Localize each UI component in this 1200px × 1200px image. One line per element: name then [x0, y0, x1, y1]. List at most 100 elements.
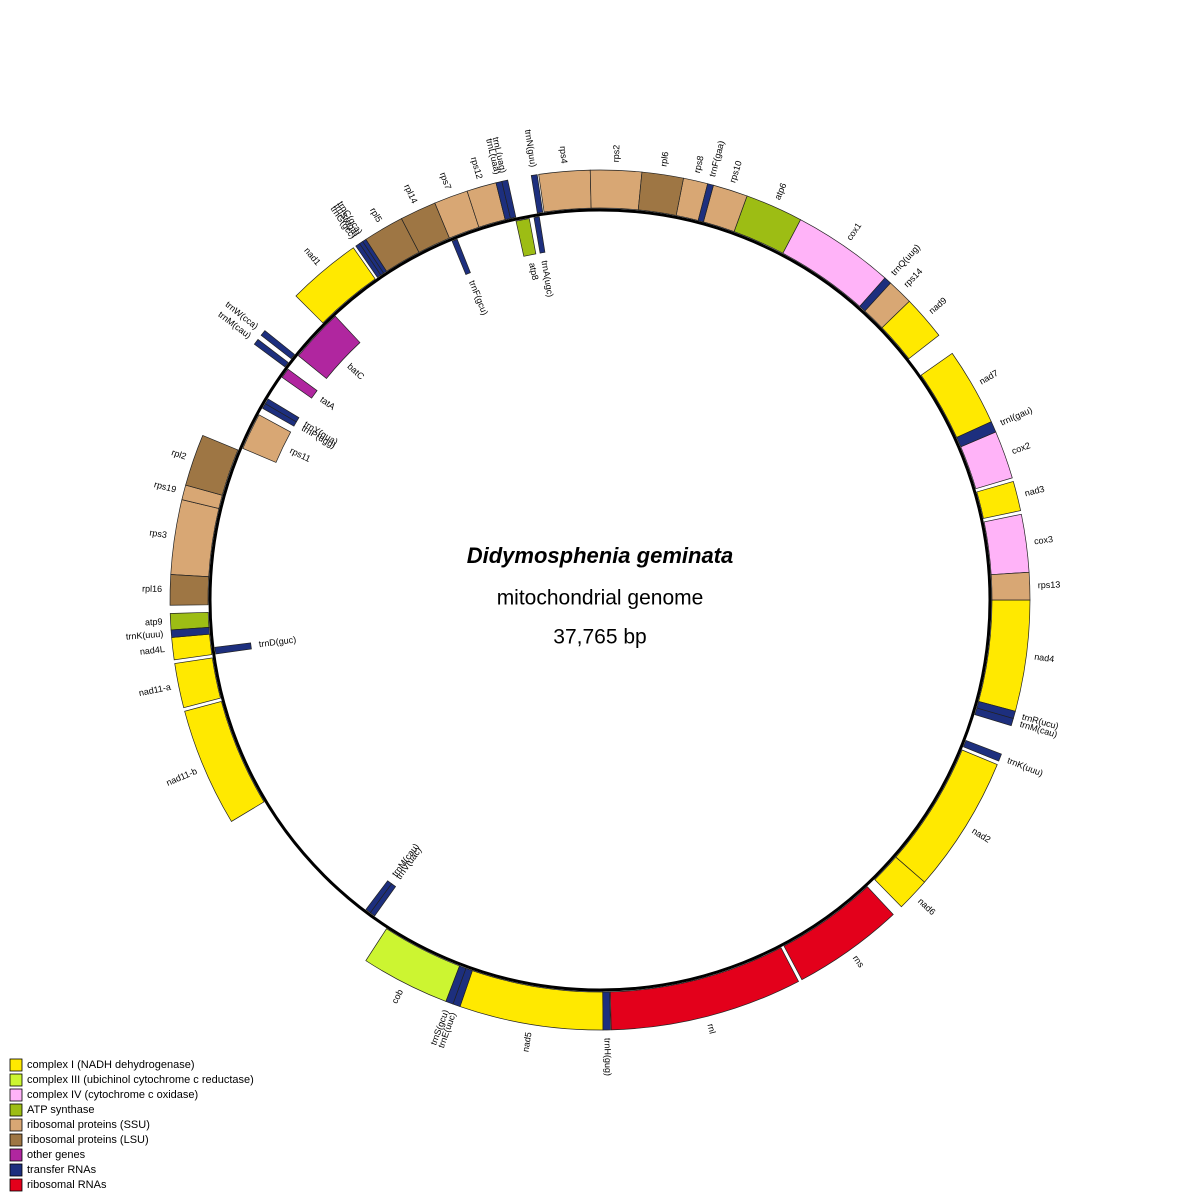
gene-label: rnl: [705, 1023, 717, 1035]
gene-label: trnH(gug): [603, 1038, 614, 1076]
gene-label: nad7: [977, 368, 999, 387]
gene-label: nad3: [1024, 484, 1046, 499]
gene-label: trnF(gaa): [707, 140, 726, 178]
gene-block: [214, 642, 252, 655]
gene-label: nad5: [520, 1031, 533, 1052]
legend-swatch: [9, 1163, 23, 1177]
gene-block: [530, 174, 544, 214]
gene-block: [365, 880, 393, 914]
legend-label: ribosomal proteins (LSU): [27, 1134, 149, 1146]
gene-block: [281, 368, 318, 399]
gene-label: rpl16: [142, 584, 162, 594]
gene-block: [538, 169, 592, 213]
legend-swatch: [9, 1058, 23, 1072]
legend-label: other genes: [27, 1149, 86, 1161]
gene-block: [733, 195, 802, 254]
gene-block: [956, 421, 997, 448]
legend-swatch: [9, 1118, 23, 1132]
gene-block: [170, 626, 210, 638]
gene-block: [963, 740, 1002, 762]
legend-swatch: [9, 1088, 23, 1102]
gene-block: [960, 431, 1013, 490]
legend-label: complex I (NADH dehydrogenase): [27, 1059, 195, 1071]
legend-label: transfer RNAs: [27, 1164, 97, 1176]
subtitle: mitochondrial genome: [497, 587, 704, 610]
gene-label: trnN(guu): [523, 129, 539, 168]
gene-label: atp6: [772, 181, 788, 201]
gene-block: [983, 513, 1030, 576]
gene-label: nad11-b: [165, 766, 199, 788]
gene-block: [881, 300, 940, 360]
gene-label: rps14: [902, 266, 925, 289]
gene-label: trnI(gau): [999, 405, 1034, 428]
gene-block: [184, 701, 265, 822]
gene-label: rpl5: [368, 206, 384, 224]
gene-block: [501, 179, 517, 219]
gene-block: [400, 202, 450, 253]
legend-swatch: [9, 1148, 23, 1162]
gene-label: nad2: [970, 826, 992, 845]
gene-block: [703, 184, 748, 233]
gene-label: rns: [851, 953, 867, 969]
gene-block: [295, 247, 376, 324]
gene-label: tatA: [318, 394, 337, 411]
gene-label: trnA(ugc): [539, 260, 555, 298]
gene-label: rps10: [727, 159, 743, 183]
gene-label: nad11-a: [138, 682, 172, 698]
legend-swatch: [9, 1103, 23, 1117]
gene-block: [260, 330, 295, 360]
gene-label: rps4: [558, 146, 569, 164]
gene-label: rpl6: [658, 151, 670, 167]
gene-block: [637, 171, 684, 216]
gene-block: [589, 169, 643, 211]
gene-label: cox3: [1033, 534, 1053, 546]
gene-label: cob: [390, 988, 406, 1005]
gene-block: [445, 965, 467, 1005]
gene-label: nad9: [927, 295, 949, 316]
gene-block: [602, 991, 611, 1031]
gene-block: [185, 434, 239, 496]
gene-block: [783, 886, 894, 981]
legend-swatch: [9, 1178, 23, 1192]
gene-block: [697, 183, 714, 223]
gene-block: [609, 947, 800, 1031]
legend-swatch: [9, 1133, 23, 1147]
gene-block: [365, 928, 460, 1002]
legend-label: ribosomal proteins (SSU): [27, 1119, 150, 1131]
gene-block: [242, 414, 292, 463]
gene-block: [174, 657, 221, 709]
gene-block: [264, 398, 300, 423]
gene-block: [990, 571, 1031, 601]
gene-label: rps8: [692, 155, 706, 174]
gene-block: [874, 856, 926, 908]
gene-label: rpl14: [402, 183, 420, 205]
gene-block: [974, 707, 1014, 727]
gene-block: [515, 218, 537, 257]
genome-length: 37,765 bp: [553, 626, 646, 649]
gene-label: rps2: [611, 145, 622, 163]
gene-label: trnK(uuu): [125, 629, 163, 642]
legend-label: complex IV (cytochrome c oxidase): [27, 1089, 198, 1101]
gene-block: [459, 970, 604, 1031]
gene-label: nad4L: [139, 644, 165, 657]
gene-label: cox1: [844, 221, 863, 242]
gene-block: [864, 282, 910, 329]
gene-block: [169, 574, 210, 606]
gene-label: rps13: [1038, 580, 1061, 591]
gene-block: [362, 238, 387, 274]
legend-swatch: [9, 1073, 23, 1087]
gene-label: nad6: [916, 896, 937, 917]
gene-label: trnD(guc): [258, 634, 296, 649]
gene-label: rps7: [438, 171, 453, 191]
gene-block: [253, 338, 289, 368]
gene-label: trnK(uuu): [1006, 755, 1045, 778]
gene-label: atp9: [145, 617, 163, 628]
genome-circle: [208, 208, 992, 992]
gene-label: nad1: [302, 246, 323, 268]
gene-block: [171, 633, 213, 661]
gene-label: rps12: [469, 156, 485, 180]
gene-label: nad4: [1034, 652, 1055, 665]
gene-label: rps19: [153, 479, 177, 494]
